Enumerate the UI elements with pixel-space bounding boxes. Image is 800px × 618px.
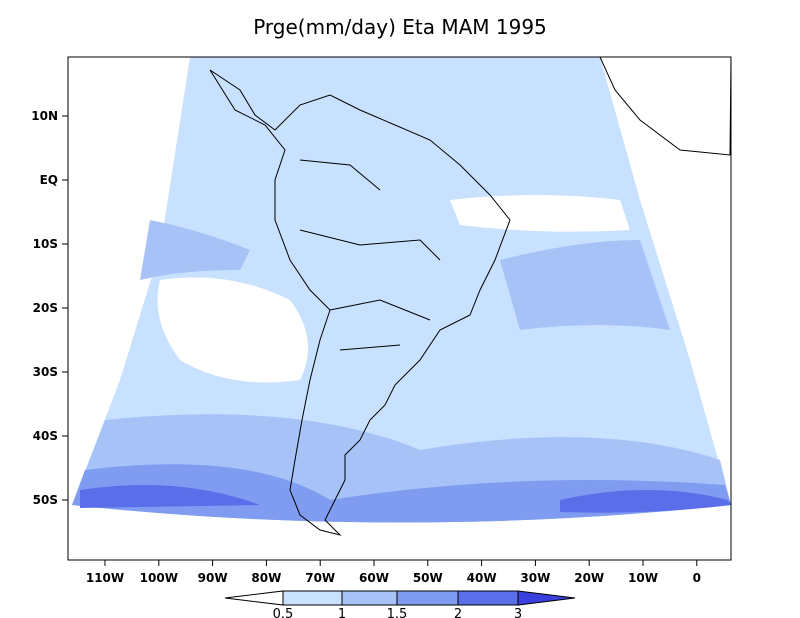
- lat-label: 10S: [33, 237, 58, 251]
- colorbar-segment: [224, 590, 284, 606]
- lon-label: 20W: [574, 571, 604, 585]
- colorbar-label: 0.5: [273, 607, 294, 618]
- lon-label: 90W: [198, 571, 228, 585]
- lon-label: 40W: [467, 571, 497, 585]
- lon-label: 0: [693, 571, 701, 585]
- lon-label: 50W: [413, 571, 443, 585]
- lat-label: 20S: [33, 301, 58, 315]
- lon-label: 70W: [305, 571, 335, 585]
- south-america: [209, 69, 511, 536]
- lat-label: 40S: [33, 429, 58, 443]
- lat-label: EQ: [40, 173, 58, 187]
- lat-label: 30S: [33, 365, 58, 379]
- colorbar-label: 1.5: [387, 607, 408, 618]
- colorbar-segment: [341, 590, 398, 606]
- borders: [299, 159, 441, 351]
- latitude-axis: 10N EQ 10S 20S 30S 40S 50S: [31, 109, 68, 507]
- colorbar-segment: [457, 590, 519, 606]
- lon-label: 10W: [628, 571, 658, 585]
- lat-label: 50S: [33, 493, 58, 507]
- lon-label: 100W: [140, 571, 178, 585]
- band-white: [157, 195, 630, 383]
- title: Prge(mm/day) Eta MAM 1995: [253, 15, 547, 39]
- lon-label: 110W: [86, 571, 124, 585]
- precip-field: [72, 57, 731, 523]
- lon-label: 80W: [251, 571, 281, 585]
- colorbar-segment: [396, 590, 459, 606]
- colorbar-label: 2: [454, 607, 462, 618]
- lon-label: 30W: [520, 571, 550, 585]
- colorbar-label: 3: [514, 607, 522, 618]
- colorbar: 0.5 1 1.5 2 3: [224, 590, 576, 618]
- colorbar-segment: [282, 590, 343, 606]
- band: [80, 485, 731, 513]
- colorbar-label: 1: [338, 607, 346, 618]
- colorbar-segment: [517, 590, 576, 606]
- lon-label: 60W: [359, 571, 389, 585]
- band: [500, 240, 670, 330]
- longitude-axis: 110W 100W 90W 80W 70W 60W 50W 40W 30W 20W 10W 0: [86, 560, 701, 585]
- band: [140, 220, 250, 280]
- domain: [72, 57, 731, 523]
- lat-label: 10N: [31, 109, 58, 123]
